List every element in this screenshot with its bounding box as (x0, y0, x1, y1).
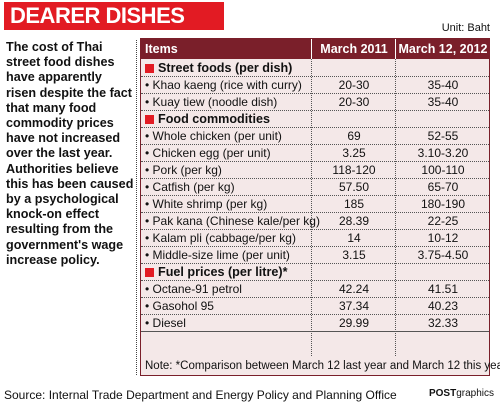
item-name: • Chicken egg (per unit) (145, 146, 271, 160)
value-march-2012: 35-40 (427, 95, 459, 109)
value-march-2011: 20-30 (338, 95, 370, 109)
price-table: Items March 2011 March 12, 2012 Street f… (140, 38, 500, 376)
table-note: Note: *Comparison between March 12 last … (145, 360, 500, 372)
item-name: • White shrimp (per kg) (145, 197, 268, 211)
item-name: • Diesel (145, 316, 186, 330)
value-march-2012: 180-190 (420, 197, 466, 211)
table-row: • Chicken egg (per unit) 3.25 3.10-3.20 (141, 145, 489, 162)
value-march-2011: 42.24 (338, 282, 370, 296)
value-march-2012: 41.51 (427, 282, 459, 296)
value-march-2012: 65-70 (427, 180, 459, 194)
value-march-2012: 3.10-3.20 (417, 146, 469, 160)
value-march-2012: 100-110 (421, 163, 465, 177)
item-name: • Catfish (per kg) (145, 180, 235, 194)
value-march-2011: 3.15 (342, 248, 366, 262)
item-name: • Pak kana (Chinese kale/per kg) (145, 214, 320, 228)
value-march-2011: 3.25 (342, 146, 366, 160)
table-row: • Gasohol 95 37.34 40.23 (141, 298, 489, 315)
section-street-foods: Street foods (per dish) (141, 60, 489, 77)
value-march-2011: 28.39 (338, 214, 370, 228)
graphic-title: DEARER DISHES (4, 2, 224, 30)
item-name: • Kuay tiew (noodle dish) (145, 95, 278, 109)
table-row: • Diesel 29.99 32.33 (141, 315, 489, 332)
column-line (311, 59, 312, 356)
table-header: Items March 2011 March 12, 2012 (141, 39, 489, 59)
value-march-2011: 118-120 (332, 163, 376, 177)
table-row: • Khao kaeng (rice with curry) 20-30 35-… (141, 77, 489, 94)
item-name: • Kalam pli (cabbage/per kg) (145, 231, 296, 245)
value-march-2011: 37.34 (338, 299, 370, 313)
section-marker-icon (145, 115, 154, 124)
header-march-2012: March 12, 2012 (398, 42, 488, 56)
item-name: • Pork (per kg) (145, 163, 222, 177)
section-marker-icon (145, 268, 154, 277)
column-line (395, 59, 396, 356)
unit-label: Unit: Baht (441, 22, 490, 34)
value-march-2011: 14 (347, 231, 361, 245)
header-divider (395, 39, 396, 59)
column-divider (136, 40, 137, 375)
value-march-2011: 69 (347, 129, 361, 143)
value-march-2012: 35-40 (427, 78, 459, 92)
table-row: • Middle-size lime (per unit) 3.15 3.75-… (141, 247, 489, 264)
table-row: • Kuay tiew (noodle dish) 20-30 35-40 (141, 94, 489, 111)
value-march-2012: 32.33 (427, 316, 459, 330)
value-march-2012: 40.23 (427, 299, 459, 313)
header-items: Items (145, 42, 178, 56)
value-march-2011: 185 (343, 197, 365, 211)
section-marker-icon (145, 64, 154, 73)
item-name: • Octane-91 petrol (145, 282, 242, 296)
table-row: • Catfish (per kg) 57.50 65-70 (141, 179, 489, 196)
value-march-2011: 20-30 (338, 78, 370, 92)
header-divider (311, 39, 312, 59)
table-row: • White shrimp (per kg) 185 180-190 (141, 196, 489, 213)
section-label: Fuel prices (per litre)* (158, 265, 288, 279)
value-march-2011: 29.99 (338, 316, 370, 330)
table-row: • Pork (per kg) 118-120 100-110 (141, 162, 489, 179)
section-label: Food commodities (158, 112, 270, 126)
item-name: • Khao kaeng (rice with curry) (145, 78, 302, 92)
value-march-2012: 22-25 (427, 214, 459, 228)
table-row: • Kalam pli (cabbage/per kg) 14 10-12 (141, 230, 489, 247)
item-name: • Gasohol 95 (145, 299, 214, 313)
section-fuel-prices: Fuel prices (per litre)* (141, 264, 489, 281)
table-row: • Pak kana (Chinese kale/per kg) 28.39 2… (141, 213, 489, 230)
section-label: Street foods (per dish) (158, 61, 293, 75)
source-text: Source: Internal Trade Department and En… (4, 388, 397, 402)
credit-suffix: graphics (456, 388, 494, 399)
table-row: • Whole chicken (per unit) 69 52-55 (141, 128, 489, 145)
credit-brand: POST (428, 388, 457, 399)
item-name: • Middle-size lime (per unit) (145, 248, 290, 262)
value-march-2012: 52-55 (427, 129, 459, 143)
section-food-commodities: Food commodities (141, 111, 489, 128)
value-march-2011: 57.50 (338, 180, 370, 194)
value-march-2012: 10-12 (427, 231, 459, 245)
header-march-2011: March 2011 (320, 42, 388, 56)
table-row: • Octane-91 petrol 42.24 41.51 (141, 281, 489, 298)
credit-logo: POSTgraphics (429, 388, 494, 399)
intro-text: The cost of Thai street food dishes have… (6, 40, 134, 267)
value-march-2012: 3.75-4.50 (417, 248, 469, 262)
item-name: • Whole chicken (per unit) (145, 129, 282, 143)
